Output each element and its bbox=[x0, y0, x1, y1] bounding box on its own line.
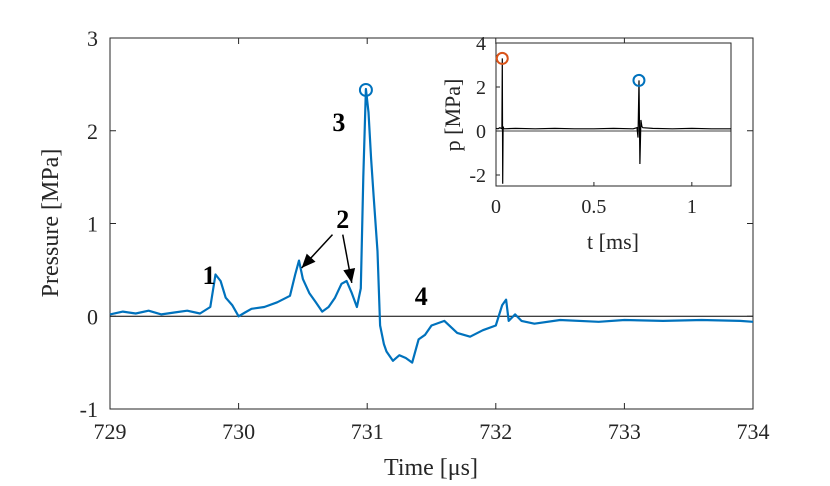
main-x-tick-label: 731 bbox=[351, 419, 384, 444]
inset-y-tick-label: 0 bbox=[476, 121, 486, 143]
main-annotations: 1 2 3 4 bbox=[203, 108, 428, 311]
inset-y-tick-label: -2 bbox=[469, 165, 486, 187]
main-y-tick-label: 0 bbox=[87, 304, 98, 329]
main-series-line bbox=[109, 87, 754, 364]
inset-series-line bbox=[495, 58, 731, 184]
main-y-tick-label: 1 bbox=[87, 212, 98, 237]
main-y-axis-label: Pressure [MPa] bbox=[38, 149, 64, 298]
main-x-tick-label: 734 bbox=[737, 419, 770, 444]
main-markers bbox=[358, 82, 373, 97]
main-x-tick-label: 733 bbox=[608, 419, 641, 444]
inset-x-tick-label: 0.5 bbox=[581, 196, 606, 218]
inset-x-axis-label: t [ms] bbox=[587, 229, 639, 254]
second-peak-marker bbox=[632, 73, 646, 87]
main-y-tick-label: 3 bbox=[87, 26, 98, 51]
annotation-label: 3 bbox=[332, 108, 345, 137]
inset-axes-box bbox=[495, 42, 732, 187]
main-x-tick-label: 732 bbox=[479, 419, 512, 444]
main-y-tick-label: -1 bbox=[80, 397, 98, 422]
inset-y-ticks: -2 0 2 4 bbox=[469, 33, 500, 187]
peak-3-marker bbox=[358, 82, 373, 97]
annotation-arrowhead bbox=[301, 253, 316, 269]
inset-x-tick-label: 0 bbox=[491, 196, 501, 218]
inset-x-ticks: 0 0.5 1 bbox=[491, 182, 697, 218]
main-x-axis-label: Time [μs] bbox=[384, 455, 478, 481]
main-arrows bbox=[301, 234, 356, 283]
inset-y-tick-label: 2 bbox=[476, 77, 486, 99]
main-y-tick-label: 2 bbox=[87, 119, 98, 144]
inset-y-axis-label: p [MPa] bbox=[440, 79, 465, 152]
first-peak-marker bbox=[495, 51, 509, 65]
inset-x-tick-label: 1 bbox=[687, 196, 697, 218]
main-x-tick-label: 730 bbox=[222, 419, 255, 444]
main-x-ticks: 729 730 731 732 733 734 bbox=[94, 38, 770, 444]
main-x-tick-label: 729 bbox=[94, 419, 127, 444]
main-y-ticks: -1 0 1 2 3 bbox=[80, 26, 753, 422]
inset-markers bbox=[495, 51, 646, 87]
annotation-label: 4 bbox=[415, 282, 428, 311]
annotation-arrowhead bbox=[343, 267, 356, 283]
inset-y-tick-label: 4 bbox=[476, 33, 486, 55]
annotation-label: 1 bbox=[203, 261, 216, 290]
annotation-label: 2 bbox=[336, 205, 349, 234]
